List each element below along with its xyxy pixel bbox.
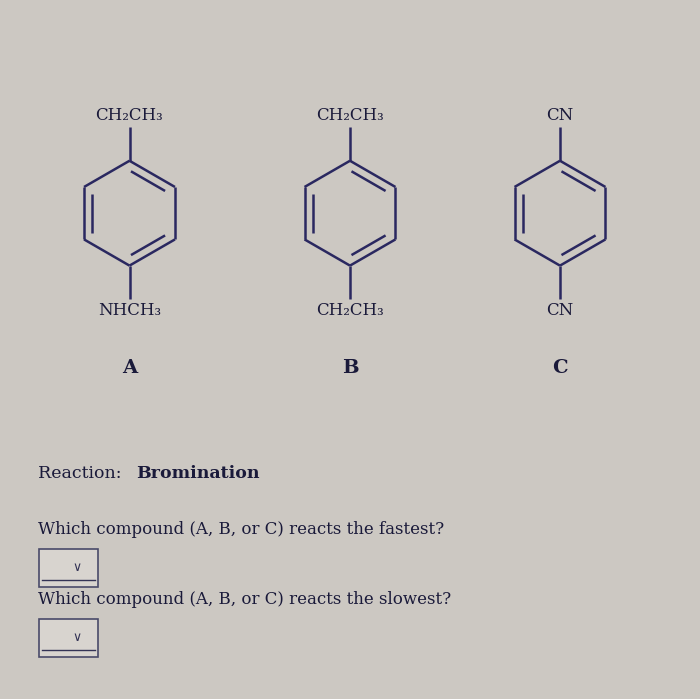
Text: B: B xyxy=(342,359,358,377)
Text: ∨: ∨ xyxy=(73,561,82,575)
Text: CH₂CH₃: CH₂CH₃ xyxy=(96,108,163,124)
Text: CH₂CH₃: CH₂CH₃ xyxy=(316,108,384,124)
Text: A: A xyxy=(122,359,137,377)
Bar xyxy=(38,619,98,657)
Text: CN: CN xyxy=(547,302,573,319)
Text: CN: CN xyxy=(547,108,573,124)
Text: C: C xyxy=(552,359,568,377)
Text: ∨: ∨ xyxy=(73,631,82,644)
Text: CH₂CH₃: CH₂CH₃ xyxy=(316,302,384,319)
Bar xyxy=(38,549,98,587)
Text: Reaction:: Reaction: xyxy=(38,465,127,482)
Text: Which compound (A, B, or C) reacts the fastest?: Which compound (A, B, or C) reacts the f… xyxy=(38,521,444,538)
Text: Bromination: Bromination xyxy=(136,465,260,482)
Text: Which compound (A, B, or C) reacts the slowest?: Which compound (A, B, or C) reacts the s… xyxy=(38,591,452,607)
Text: NHCH₃: NHCH₃ xyxy=(98,302,161,319)
